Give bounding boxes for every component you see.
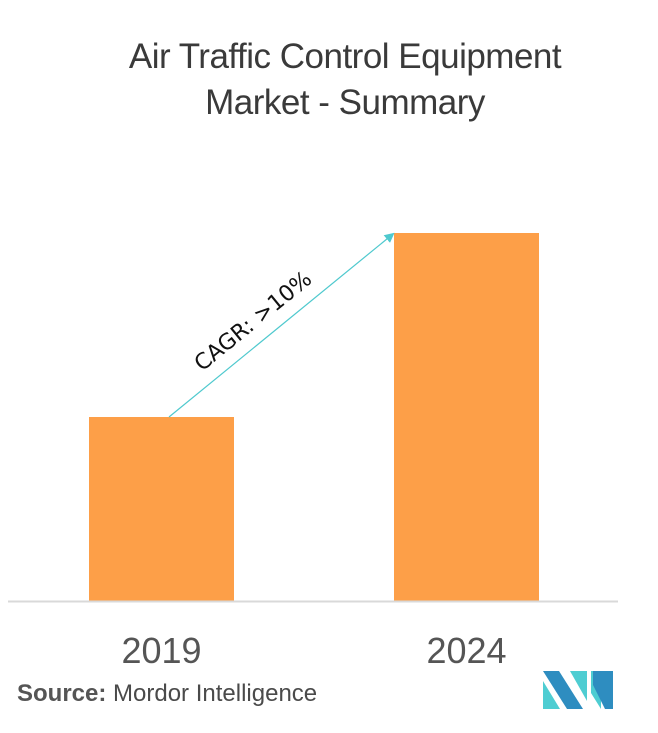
x-tick-label-2024: 2024	[426, 630, 506, 671]
x-tick-label-2019: 2019	[121, 630, 201, 671]
chart-title: Air Traffic Control Equipment Market - S…	[0, 34, 658, 126]
source-text: Mordor Intelligence	[113, 680, 318, 707]
bar-2019	[89, 417, 234, 601]
source-credit: Source: Mordor Intelligence	[17, 680, 317, 708]
cagr-arrow	[168, 232, 395, 418]
mordor-intelligence-logo-icon	[543, 671, 613, 709]
cagr-annotation: CAGR: >10%	[190, 267, 317, 377]
bar-2024	[394, 233, 539, 601]
source-label: Source:	[17, 680, 107, 707]
title-line-1: Air Traffic Control Equipment	[128, 37, 562, 76]
title-line-2: Market - Summary	[205, 83, 485, 122]
